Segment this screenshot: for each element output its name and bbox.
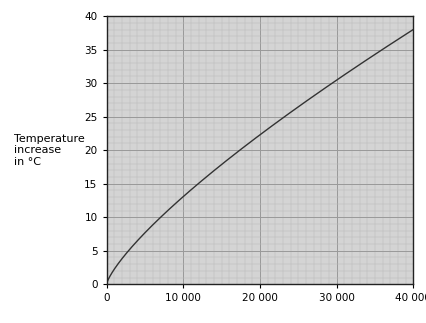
Text: Temperature
increase
in °C: Temperature increase in °C	[14, 134, 85, 167]
